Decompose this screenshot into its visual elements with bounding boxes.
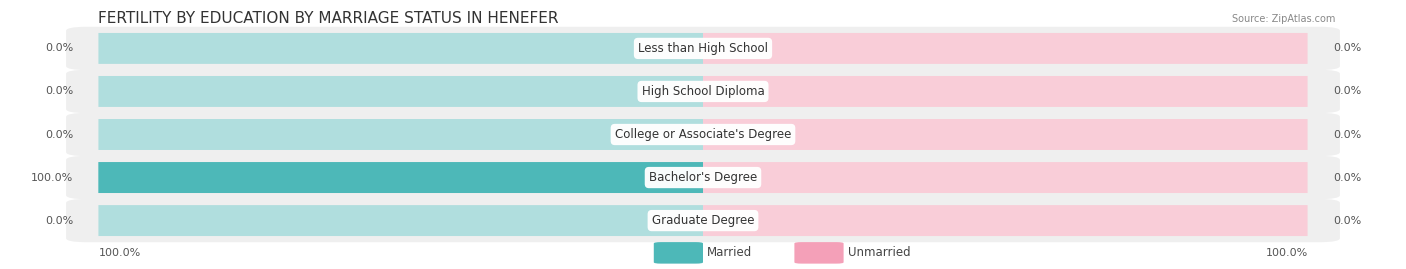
FancyBboxPatch shape [794,242,844,264]
FancyBboxPatch shape [98,162,703,193]
FancyBboxPatch shape [66,199,1340,242]
FancyBboxPatch shape [66,113,1340,156]
FancyBboxPatch shape [703,162,1308,193]
FancyBboxPatch shape [98,33,703,64]
Text: High School Diploma: High School Diploma [641,85,765,98]
Text: FERTILITY BY EDUCATION BY MARRIAGE STATUS IN HENEFER: FERTILITY BY EDUCATION BY MARRIAGE STATU… [98,11,560,26]
Text: Unmarried: Unmarried [848,246,911,259]
Text: 100.0%: 100.0% [1265,248,1308,258]
FancyBboxPatch shape [66,27,1340,70]
Text: Married: Married [707,246,752,259]
Text: 0.0%: 0.0% [1333,43,1361,54]
Text: 0.0%: 0.0% [45,86,73,97]
Text: 0.0%: 0.0% [45,129,73,140]
Text: 0.0%: 0.0% [45,43,73,54]
FancyBboxPatch shape [703,33,1308,64]
Text: Less than High School: Less than High School [638,42,768,55]
Text: 100.0%: 100.0% [31,172,73,183]
FancyBboxPatch shape [703,119,1308,150]
Text: Bachelor's Degree: Bachelor's Degree [650,171,756,184]
FancyBboxPatch shape [98,205,703,236]
Text: 0.0%: 0.0% [1333,215,1361,226]
Text: 0.0%: 0.0% [1333,86,1361,97]
FancyBboxPatch shape [98,76,703,107]
Text: 100.0%: 100.0% [98,248,141,258]
FancyBboxPatch shape [703,205,1308,236]
FancyBboxPatch shape [654,242,703,264]
Text: Source: ZipAtlas.com: Source: ZipAtlas.com [1232,14,1336,24]
FancyBboxPatch shape [66,156,1340,199]
FancyBboxPatch shape [98,119,703,150]
FancyBboxPatch shape [703,76,1308,107]
FancyBboxPatch shape [66,70,1340,113]
Text: 0.0%: 0.0% [1333,172,1361,183]
Text: Graduate Degree: Graduate Degree [652,214,754,227]
FancyBboxPatch shape [98,162,703,193]
Text: College or Associate's Degree: College or Associate's Degree [614,128,792,141]
Text: 0.0%: 0.0% [45,215,73,226]
Text: 0.0%: 0.0% [1333,129,1361,140]
